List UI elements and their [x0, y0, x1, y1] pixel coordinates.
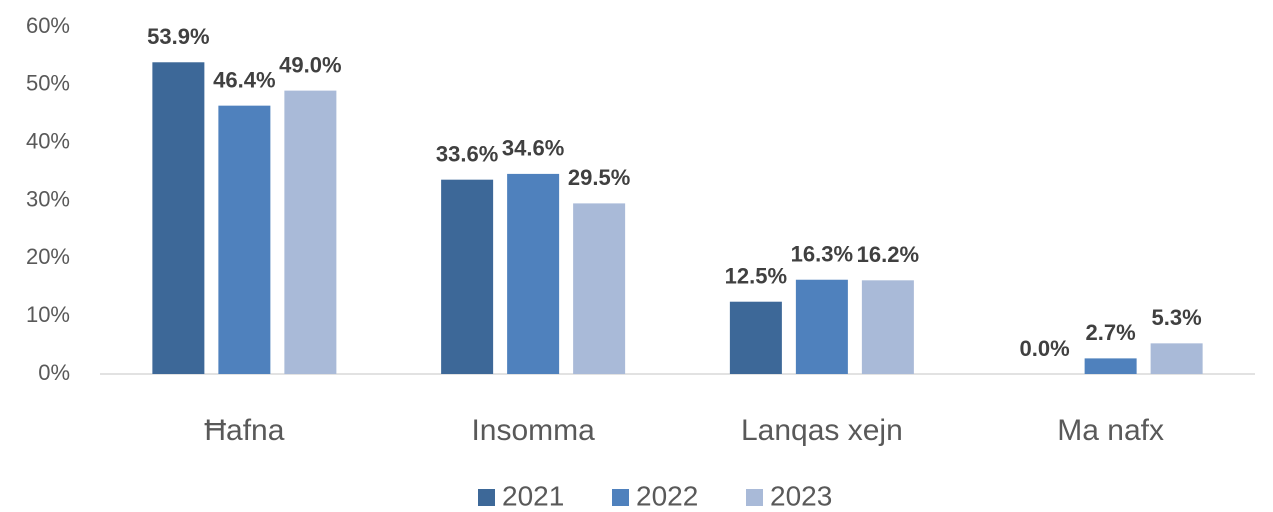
- x-tick-label: Ħafna: [204, 414, 284, 447]
- y-tick-label: 60%: [26, 13, 70, 38]
- legend-swatch: [478, 489, 495, 506]
- value-label: 16.2%: [857, 242, 919, 267]
- value-label: 29.5%: [568, 165, 630, 190]
- value-label: 33.6%: [436, 141, 498, 166]
- legend-swatch: [746, 489, 763, 506]
- y-tick-label: 10%: [26, 302, 70, 327]
- value-label: 12.5%: [725, 264, 787, 289]
- value-label: 16.3%: [791, 242, 853, 267]
- legend-label: 2023: [770, 480, 832, 511]
- y-tick-label: 40%: [26, 128, 70, 153]
- bar: [284, 90, 337, 374]
- legend-label: 2022: [636, 480, 698, 511]
- bar: [861, 280, 914, 374]
- bar: [729, 301, 782, 374]
- bar: [1150, 343, 1203, 374]
- value-label: 0.0%: [1020, 336, 1070, 361]
- value-label: 2.7%: [1086, 320, 1136, 345]
- y-tick-label: 50%: [26, 71, 70, 96]
- value-label: 53.9%: [147, 24, 209, 49]
- value-label: 49.0%: [279, 52, 341, 77]
- bar: [218, 105, 271, 375]
- bar: [507, 173, 560, 374]
- value-label: 46.4%: [213, 67, 275, 92]
- bar: [441, 179, 494, 374]
- bar: [795, 279, 848, 374]
- legend-swatch: [612, 489, 629, 506]
- bar: [152, 62, 205, 375]
- y-tick-label: 0%: [38, 360, 70, 385]
- legend-label: 2021: [502, 480, 564, 511]
- y-tick-label: 20%: [26, 244, 70, 269]
- y-tick-label: 30%: [26, 186, 70, 211]
- bar: [573, 203, 626, 374]
- x-tick-label: Lanqas xejn: [741, 414, 903, 447]
- bar: [1084, 358, 1137, 374]
- x-tick-label: Insomma: [471, 414, 595, 447]
- x-tick-label: Ma nafx: [1057, 414, 1164, 447]
- value-label: 5.3%: [1152, 305, 1202, 330]
- value-label: 34.6%: [502, 136, 564, 161]
